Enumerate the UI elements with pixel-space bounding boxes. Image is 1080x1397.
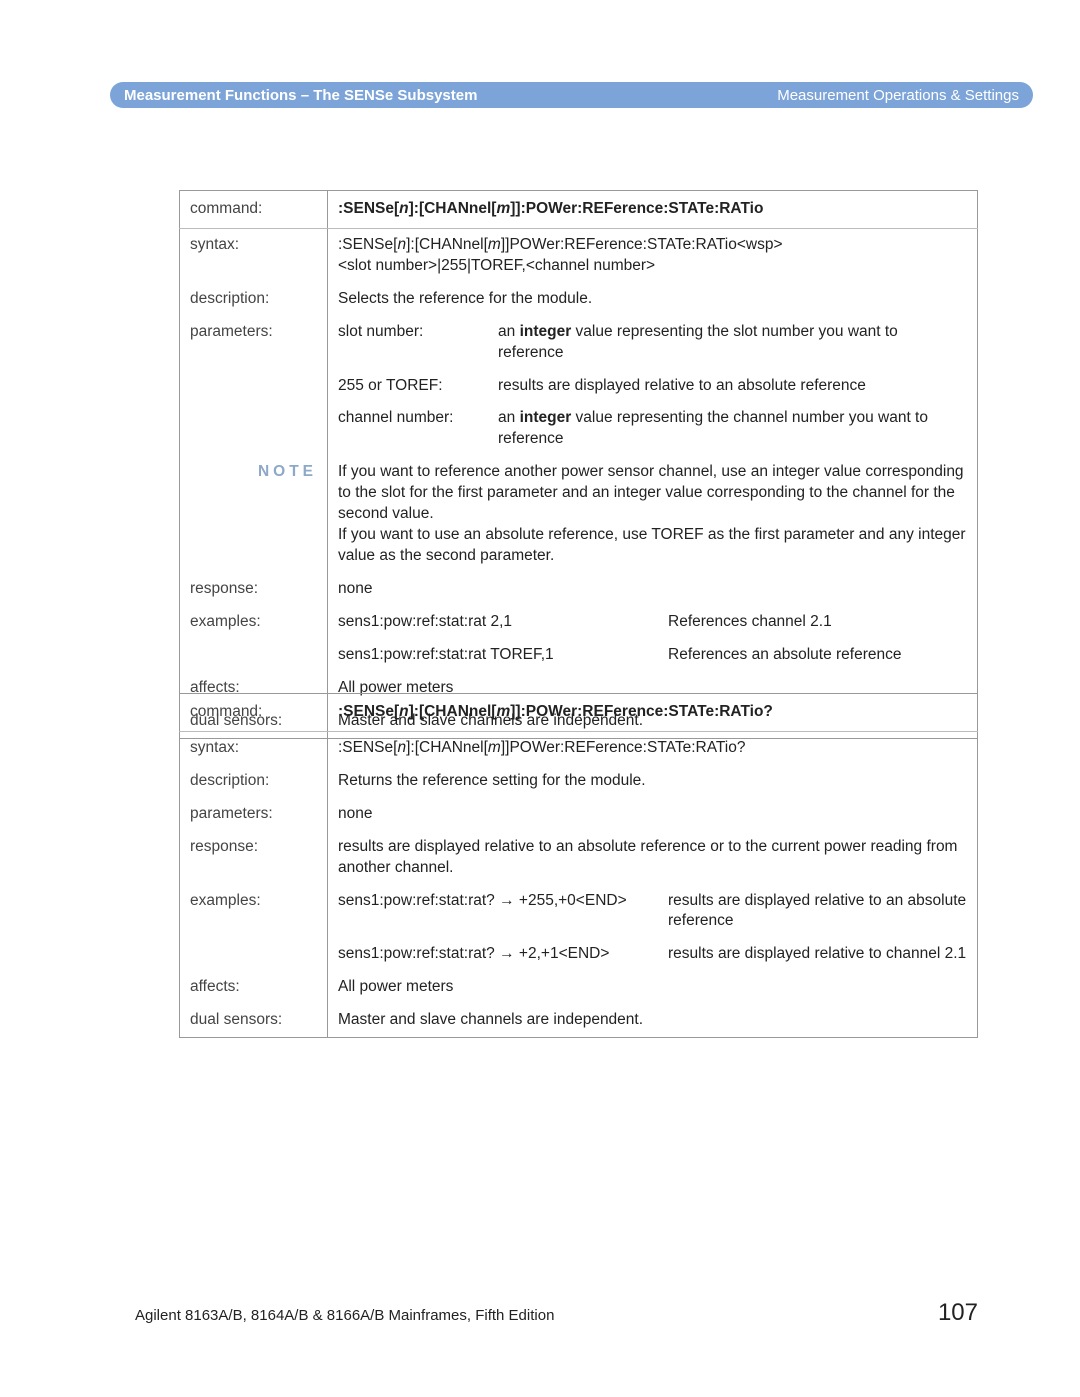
footer: Agilent 8163A/B, 8164A/B & 8166A/B Mainf… bbox=[135, 1299, 978, 1327]
t1-ex1: sens1:pow:ref:stat:rat 2,1References cha… bbox=[328, 606, 978, 639]
t1-ex2: sens1:pow:ref:stat:rat TOREF,1References… bbox=[328, 639, 978, 672]
t2-command-value: :SENSe[n]:[CHANnel[m]]:POWer:REFerence:S… bbox=[328, 694, 978, 732]
t1-params-label: parameters: bbox=[180, 316, 328, 457]
t1-command-value: :SENSe[n]:[CHANnel[m]]:POWer:REFerence:S… bbox=[328, 191, 978, 229]
footer-text: Agilent 8163A/B, 8164A/B & 8166A/B Mainf… bbox=[135, 1307, 554, 1324]
t1-syntax-label: syntax: bbox=[180, 228, 328, 282]
t2-syntax-label: syntax: bbox=[180, 731, 328, 764]
t1-resp-label: response: bbox=[180, 573, 328, 606]
header-left: Measurement Functions – The SENSe Subsys… bbox=[124, 87, 477, 104]
t1-ex-label: examples: bbox=[180, 606, 328, 672]
command-table-2: command: :SENSe[n]:[CHANnel[m]]:POWer:RE… bbox=[179, 693, 978, 1038]
t2-syntax-value: :SENSe[n]:[CHANnel[m]]POWer:REFerence:ST… bbox=[328, 731, 978, 764]
t2-affects-label: affects: bbox=[180, 971, 328, 1004]
page-number: 107 bbox=[938, 1299, 978, 1327]
t1-desc-label: description: bbox=[180, 283, 328, 316]
t2-dual-value: Master and slave channels are independen… bbox=[328, 1004, 978, 1037]
t2-resp-label: response: bbox=[180, 831, 328, 885]
t1-note-label: NOTE bbox=[180, 456, 328, 573]
t1-desc-value: Selects the reference for the module. bbox=[328, 283, 978, 316]
t2-desc-label: description: bbox=[180, 765, 328, 798]
t2-affects-value: All power meters bbox=[328, 971, 978, 1004]
t2-params-label: parameters: bbox=[180, 798, 328, 831]
t2-ex-label: examples: bbox=[180, 885, 328, 972]
t2-command-label: command: bbox=[180, 694, 328, 732]
header-bar: Measurement Functions – The SENSe Subsys… bbox=[110, 82, 1033, 108]
t2-ex1: sens1:pow:ref:stat:rat? → +255,+0<END>re… bbox=[328, 885, 978, 939]
t2-params-value: none bbox=[328, 798, 978, 831]
command-table-1: command: :SENSe[n]:[CHANnel[m]]:POWer:RE… bbox=[179, 190, 978, 739]
t1-note-text: If you want to reference another power s… bbox=[328, 456, 978, 573]
t2-resp-value: results are displayed relative to an abs… bbox=[328, 831, 978, 885]
t1-resp-value: none bbox=[328, 573, 978, 606]
t1-command-label: command: bbox=[180, 191, 328, 229]
t2-ex2: sens1:pow:ref:stat:rat? → +2,+1<END>resu… bbox=[328, 938, 978, 971]
t2-dual-label: dual sensors: bbox=[180, 1004, 328, 1037]
t1-syntax-value: :SENSe[n]:[CHANnel[m]]POWer:REFerence:ST… bbox=[328, 228, 978, 282]
t1-param-2: 255 or TOREF: results are displayed rela… bbox=[328, 370, 978, 403]
t1-param-1: slot number: an integer value representi… bbox=[328, 316, 978, 370]
t1-param-3: channel number: an integer value represe… bbox=[328, 402, 978, 456]
t2-desc-value: Returns the reference setting for the mo… bbox=[328, 765, 978, 798]
header-right: Measurement Operations & Settings bbox=[777, 87, 1019, 104]
